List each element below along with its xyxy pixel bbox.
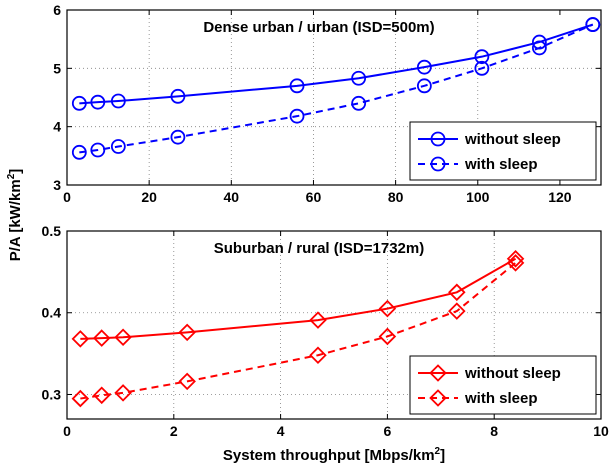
data-point bbox=[351, 70, 367, 86]
legend-marker bbox=[430, 131, 446, 147]
y-tick-label: 4 bbox=[53, 119, 61, 135]
y-tick-label: 0.5 bbox=[42, 223, 62, 239]
x-tick-label: 120 bbox=[548, 189, 572, 205]
legend-label: with sleep bbox=[464, 390, 538, 407]
data-point bbox=[170, 129, 186, 145]
data-point bbox=[289, 78, 305, 94]
data-point bbox=[416, 78, 432, 94]
data-point bbox=[474, 49, 490, 65]
data-point bbox=[351, 95, 367, 111]
x-tick-label: 0 bbox=[63, 189, 71, 205]
legend-label: with sleep bbox=[464, 156, 538, 173]
data-point bbox=[531, 40, 547, 56]
data-point bbox=[309, 311, 327, 329]
data-point bbox=[71, 95, 87, 111]
data-point bbox=[110, 93, 126, 109]
x-tick-label: 80 bbox=[388, 189, 404, 205]
data-point bbox=[71, 144, 87, 160]
data-point bbox=[71, 389, 90, 408]
data-point bbox=[448, 302, 466, 320]
data-point bbox=[178, 372, 196, 391]
axes-frame bbox=[66, 230, 602, 420]
data-point bbox=[92, 329, 111, 347]
panel-dense-urban: 0 20 40 60 80 100 120 3 4 5 6 Dense urban / urban (… bbox=[53, 2, 602, 205]
y-tick-label: 5 bbox=[53, 60, 61, 76]
legend-marker bbox=[429, 389, 447, 407]
series-line-with-sleep bbox=[80, 262, 517, 400]
data-point bbox=[114, 384, 132, 402]
series-line-without-sleep bbox=[80, 257, 517, 340]
data-point bbox=[90, 94, 106, 110]
data-point bbox=[110, 139, 126, 154]
panel-suburban-rural: 0 2 4 6 8 10 0.3 0.4 0.5 Suburban / rural (ISD=17… bbox=[42, 223, 609, 464]
legend: without sleep with sleep bbox=[409, 355, 597, 415]
data-point bbox=[416, 59, 432, 75]
data-point bbox=[378, 299, 397, 318]
x-tick-label: 10 bbox=[593, 423, 609, 439]
y-tick-label: 0.4 bbox=[42, 305, 62, 321]
chart-title: Suburban / rural (ISD=1732m) bbox=[214, 240, 424, 257]
data-point bbox=[585, 17, 601, 32]
x-axis-label: System throughput [Mbps/km2] bbox=[223, 446, 445, 464]
data-point bbox=[506, 250, 525, 268]
data-point bbox=[90, 142, 106, 158]
y-tick-label: 6 bbox=[53, 2, 61, 18]
shared-y-axis-label: P/A [kW/km2] bbox=[6, 169, 24, 262]
y-tick-label: 0.3 bbox=[42, 386, 62, 402]
data-point bbox=[114, 328, 132, 347]
data-point bbox=[71, 330, 90, 348]
data-point bbox=[178, 323, 196, 342]
legend-marker bbox=[430, 156, 446, 172]
legend-marker bbox=[429, 364, 447, 382]
data-point bbox=[309, 346, 327, 365]
legend-label: without sleep bbox=[464, 131, 561, 148]
legend-label: without sleep bbox=[464, 365, 561, 382]
x-tick-label: 0 bbox=[63, 423, 71, 439]
data-point bbox=[289, 108, 305, 124]
x-tick-label: 2 bbox=[170, 423, 178, 439]
x-tick-label: 4 bbox=[277, 423, 285, 439]
data-point bbox=[474, 60, 490, 76]
axes-frame bbox=[66, 9, 602, 186]
y-tick-label: 3 bbox=[53, 177, 61, 193]
x-tick-label: 6 bbox=[384, 423, 392, 439]
x-tick-label: 20 bbox=[141, 189, 157, 205]
chart-title: Dense urban / urban (ISD=500m) bbox=[203, 19, 434, 36]
x-tick-label: 60 bbox=[306, 189, 322, 205]
series-line-with-sleep bbox=[79, 23, 594, 154]
x-tick-label: 100 bbox=[466, 189, 490, 205]
legend: without sleep with sleep bbox=[409, 121, 597, 181]
data-point bbox=[170, 88, 186, 104]
data-point bbox=[92, 386, 111, 405]
data-point bbox=[448, 283, 466, 302]
data-point bbox=[506, 254, 525, 272]
x-tick-label: 40 bbox=[224, 189, 240, 205]
legend-box bbox=[409, 355, 597, 415]
x-tick-label: 8 bbox=[490, 423, 498, 439]
data-point bbox=[378, 327, 397, 346]
series-line-without-sleep bbox=[79, 23, 594, 105]
